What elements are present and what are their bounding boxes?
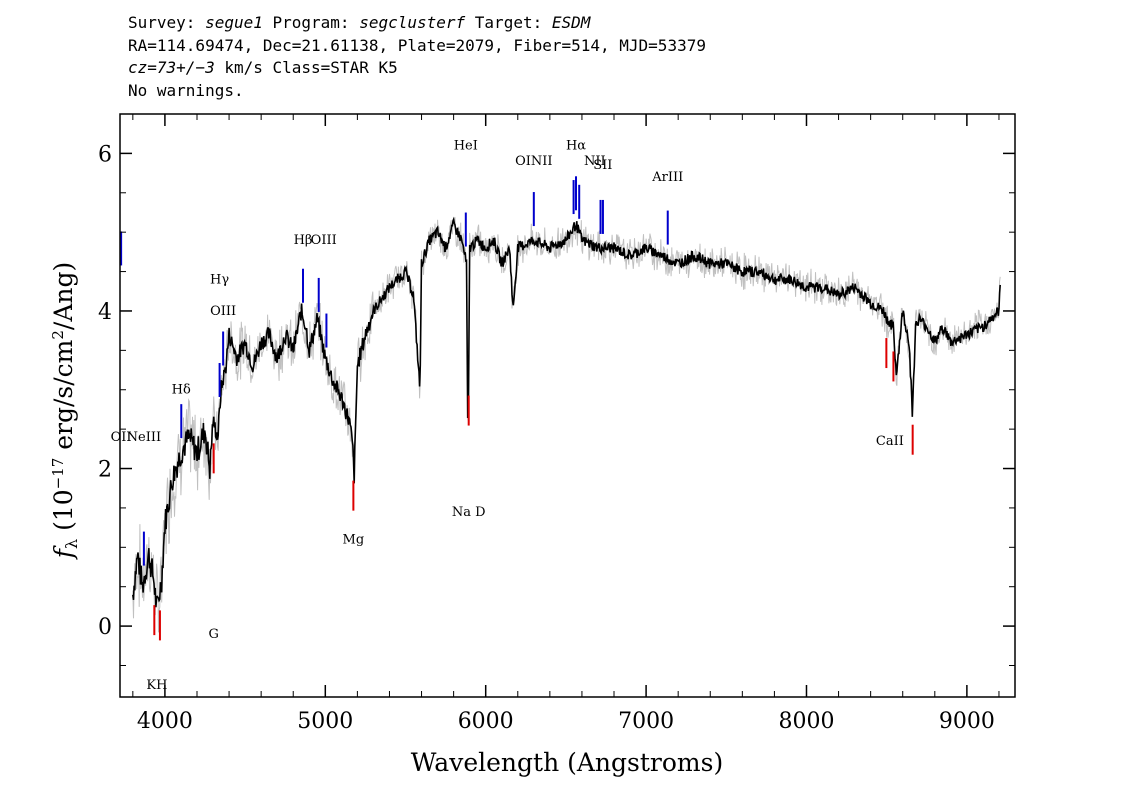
- flux-line-layer: [132, 216, 1001, 608]
- error-band-layer: [132, 216, 1001, 633]
- line-label-neiii: NeIII: [127, 430, 161, 445]
- x-tick-label: 7000: [618, 709, 674, 734]
- line-label-kh: KH: [146, 678, 167, 693]
- line-label-oinii: OINII: [515, 154, 552, 169]
- line-label-oii: OII: [111, 430, 132, 445]
- header-line-warnings: No warnings.: [128, 80, 244, 100]
- program-value: segclusterf: [359, 13, 466, 32]
- spectral-line-markers: [120, 176, 914, 641]
- x-tick-label: 5000: [297, 709, 353, 734]
- x-axis-label: Wavelength (Angstroms): [411, 748, 723, 777]
- line-label-nii: NII: [584, 154, 606, 169]
- line-label-hbeta: Hβ: [294, 233, 313, 248]
- line-label-hgamma: Hγ: [210, 272, 229, 287]
- line-label-hei: HeI: [454, 138, 478, 153]
- y-tick-label: 2: [98, 458, 112, 483]
- line-label-oiii-b: OIII: [311, 233, 337, 248]
- x-tick-label: 8000: [778, 709, 834, 734]
- line-label-mg: Mg: [343, 532, 365, 547]
- line-label-caii: CaII: [876, 434, 904, 449]
- line-label-g: G: [208, 627, 218, 642]
- y-tick-label: 6: [98, 142, 112, 167]
- program-label: Program:: [262, 13, 360, 32]
- line-label-halpha: Hα: [566, 138, 586, 153]
- axes-layer: 4000 5000 6000 7000 8000 9000 0 2 4 6: [98, 113, 1015, 734]
- line-label-ariii: ArIII: [651, 170, 683, 185]
- spectrum-header: Survey: segue1 Program: segclusterf Targ…: [128, 12, 706, 102]
- header-line-redshift: cz=73+/−3 km/s Class=STAR K5: [128, 57, 706, 80]
- target-value: ESDM: [551, 13, 591, 32]
- y-axis-label: fλ (10−17 erg/s/cm2/Ang): [49, 262, 81, 561]
- y-tick-label: 4: [98, 300, 112, 325]
- target-label: Target:: [465, 13, 552, 32]
- flux-series-line: [132, 216, 1001, 608]
- header-line-coords: RA=114.69474, Dec=21.61138, Plate=2079, …: [128, 35, 706, 55]
- line-label-sii: SII: [593, 158, 612, 173]
- x-tick-label: 9000: [939, 709, 995, 734]
- survey-value: segue1: [205, 13, 263, 32]
- y-tick-label: 0: [98, 615, 112, 640]
- class-value: km/s Class=STAR K5: [214, 58, 398, 77]
- x-tick-label: 4000: [137, 709, 193, 734]
- line-label-oiii-a: OIII: [210, 304, 236, 319]
- spectral-line-labels: OIINeIIIHδHγOIIIHβOIIIHeIOINIIHαNIISIIAr…: [111, 138, 904, 693]
- plot-frame: [119, 113, 1016, 698]
- line-label-nad: Na D: [452, 505, 486, 520]
- x-tick-label: 6000: [458, 709, 514, 734]
- line-label-hdelta: Hδ: [172, 383, 191, 398]
- error-series-line: [132, 216, 1001, 633]
- redshift-value: cz=73+/−3: [128, 58, 215, 77]
- survey-label: Survey:: [128, 13, 206, 32]
- header-line-survey: Survey: segue1 Program: segclusterf Targ…: [128, 12, 706, 35]
